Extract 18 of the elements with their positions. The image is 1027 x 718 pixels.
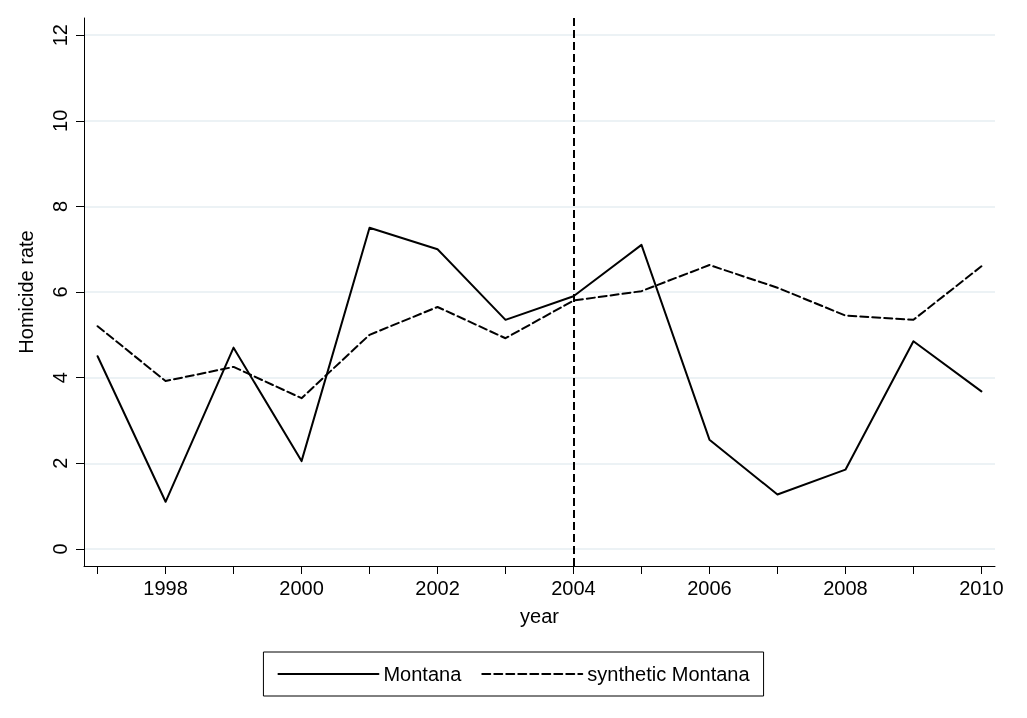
y-tick-label: 12	[49, 24, 71, 47]
y-tick-label: 0	[49, 543, 71, 555]
x-axis-title: year	[520, 605, 560, 627]
x-tick-label: 2002	[415, 577, 460, 599]
y-axis-title: Homicide rate	[15, 230, 37, 354]
y-tick-label: 10	[49, 109, 71, 132]
x-tick-label: 2008	[823, 577, 868, 599]
y-tick-label: 8	[49, 200, 71, 212]
y-tick-label: 4	[49, 372, 71, 384]
x-tick-label: 2010	[959, 577, 1004, 599]
x-tick-label: 1998	[143, 577, 188, 599]
x-tick-label: 2006	[687, 577, 732, 599]
x-tick-label: 2004	[551, 577, 596, 599]
y-tick-label: 6	[49, 286, 71, 298]
legend-label: synthetic Montana	[587, 663, 751, 685]
x-tick-label: 2000	[279, 577, 324, 599]
y-tick-label: 2	[49, 457, 71, 469]
legend-label: Montana	[383, 663, 463, 685]
